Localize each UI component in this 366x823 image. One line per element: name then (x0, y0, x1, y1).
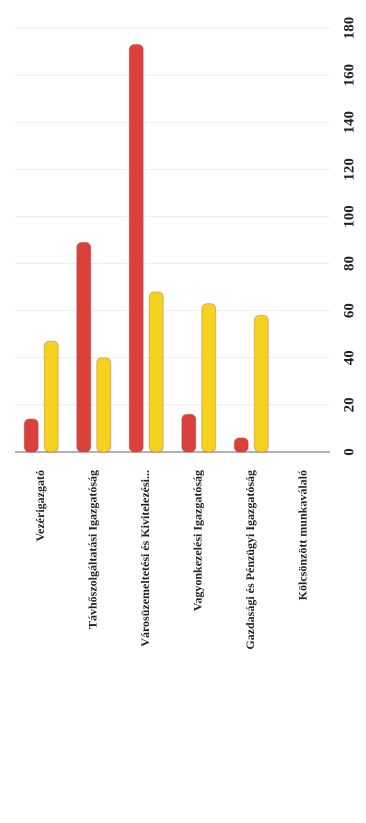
y-tick-label: 80 (341, 256, 357, 271)
bar (253, 314, 269, 453)
y-tick-label: 0 (341, 448, 357, 456)
bar (43, 340, 59, 453)
bar (23, 418, 39, 453)
bar (76, 241, 92, 453)
bar (233, 437, 249, 453)
y-tick-label: 20 (341, 397, 357, 412)
bar (201, 303, 217, 453)
x-tick-label: Gazdasági és Pénzügyi Igazgatóság (243, 470, 257, 650)
x-tick-label: Vagyonkezelési Igazgatóság (191, 470, 205, 611)
x-tick-label: Városüzemeltetési és Kivitelezési... (138, 470, 152, 647)
bar (128, 43, 144, 453)
y-tick-label: 120 (341, 158, 357, 181)
y-tick-label: 40 (341, 350, 357, 365)
bar (181, 413, 197, 453)
bar (148, 291, 164, 453)
x-tick-label: Vezérigazgató (33, 470, 47, 542)
x-tick-label: Kölcsönzött munkaválaló (296, 470, 310, 600)
y-tick-label: 60 (341, 303, 357, 318)
y-tick-label: 140 (341, 111, 357, 134)
y-tick-label: 180 (341, 17, 357, 40)
x-tick-label: Távhőszolgáltatási Igazgatóság (86, 470, 100, 629)
bar (96, 357, 112, 453)
y-tick-label: 100 (341, 205, 357, 228)
y-tick-label: 160 (341, 64, 357, 87)
